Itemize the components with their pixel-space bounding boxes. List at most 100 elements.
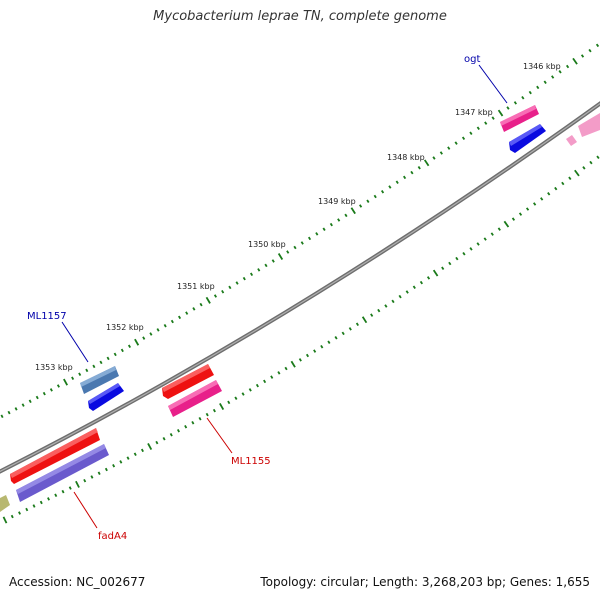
gene-ogt-reverse[interactable] xyxy=(509,124,546,153)
tick-mark xyxy=(547,192,551,196)
tick-mark xyxy=(518,212,523,216)
tick-mark xyxy=(198,416,202,421)
tick-mark xyxy=(92,364,96,369)
tick-label-1351: 1351 kbp xyxy=(177,282,215,291)
gene-label-ml1157[interactable]: ML1157 xyxy=(27,311,67,322)
tick-mark xyxy=(199,302,203,307)
tick-mark xyxy=(476,242,480,246)
inner-tick-ring xyxy=(2,155,600,524)
tick-mark xyxy=(490,232,494,236)
tick-mark xyxy=(191,421,195,425)
gene-ml1157-forward[interactable] xyxy=(80,366,119,394)
tick-mark xyxy=(249,272,254,277)
tick-mark xyxy=(28,399,32,404)
gene-ml1155-red[interactable] xyxy=(162,364,214,399)
tick-mark xyxy=(10,514,14,519)
tick-mark xyxy=(142,336,146,340)
tick-mark xyxy=(447,146,451,150)
tick-mark xyxy=(426,276,431,280)
gene-lightpink-right[interactable] xyxy=(566,113,600,146)
tick-mark xyxy=(580,54,585,58)
tick-mark xyxy=(551,75,555,79)
tick-mark xyxy=(497,227,501,231)
outer-tick-ring xyxy=(0,43,600,419)
tick-mark xyxy=(290,360,296,368)
tick-mark xyxy=(469,131,473,135)
tick-mark xyxy=(540,197,544,201)
tick-mark xyxy=(227,400,231,405)
tick-mark xyxy=(39,500,43,505)
tick-mark xyxy=(341,331,345,336)
tick-mark xyxy=(221,289,225,294)
tick-mark xyxy=(370,313,374,317)
tick-mark xyxy=(329,222,333,227)
tick-mark xyxy=(35,395,39,400)
tick-mark xyxy=(119,460,123,464)
tick-mark xyxy=(536,85,540,90)
tick-mark xyxy=(185,311,189,315)
tick-mark xyxy=(156,328,160,332)
tick-mark xyxy=(47,497,50,501)
gene-label-ml1155[interactable]: ML1155 xyxy=(231,456,271,467)
tick-mark xyxy=(377,308,381,313)
tick-mark xyxy=(263,379,267,384)
gene-ml1157-reverse[interactable] xyxy=(88,383,124,411)
gene-fada4-purple[interactable] xyxy=(16,444,109,502)
tick-mark xyxy=(412,285,416,290)
tick-mark xyxy=(313,349,317,353)
tick-mark xyxy=(205,412,209,417)
tick-mark xyxy=(284,366,288,371)
tick-mark xyxy=(388,185,392,189)
genome-backbone xyxy=(0,101,600,474)
gene-ml1155-pink[interactable] xyxy=(168,380,222,417)
tick-mark xyxy=(63,378,68,386)
tick-mark xyxy=(432,156,436,160)
gene-label-fada4[interactable]: fadA4 xyxy=(98,531,127,542)
genome-backbone-highlight xyxy=(0,102,600,473)
tick-mark xyxy=(574,169,580,177)
tick-mark xyxy=(120,348,124,353)
tick-mark xyxy=(307,236,312,241)
tick-mark xyxy=(155,440,159,445)
tick-label-1347: 1347 kbp xyxy=(455,108,493,117)
tick-mark xyxy=(126,456,130,460)
map-title: Mycobacterium leprae TN, complete genome xyxy=(153,9,447,24)
tick-mark xyxy=(373,194,377,199)
tick-mark xyxy=(184,425,188,429)
tick-mark xyxy=(350,207,356,215)
tick-mark xyxy=(558,70,562,74)
tick-mark xyxy=(533,202,537,206)
gene-olive-left[interactable] xyxy=(0,495,10,512)
ogt-leader xyxy=(478,64,508,104)
tick-mark xyxy=(419,280,424,285)
tick-mark xyxy=(366,199,370,204)
tick-mark xyxy=(417,165,421,170)
tick-mark xyxy=(469,247,473,251)
tick-mark xyxy=(395,180,399,184)
tick-mark xyxy=(205,296,211,304)
tick-mark xyxy=(320,344,324,349)
tick-mark xyxy=(513,101,518,105)
tick-mark xyxy=(293,245,297,250)
tick-mark xyxy=(25,507,29,512)
tick-mark xyxy=(170,319,174,324)
tick-mark xyxy=(448,261,452,266)
tick-mark xyxy=(104,467,108,472)
gene-ogt-forward[interactable] xyxy=(500,105,539,132)
tick-mark xyxy=(568,176,572,181)
tick-mark xyxy=(271,259,275,263)
tick-mark xyxy=(595,43,600,48)
tick-mark xyxy=(511,217,516,221)
tick-mark xyxy=(147,443,153,451)
tick-mark xyxy=(405,290,409,294)
tick-mark xyxy=(554,186,558,191)
tick-mark xyxy=(106,356,110,361)
gene-fada4-red[interactable] xyxy=(10,428,100,484)
tick-mark xyxy=(2,516,8,524)
tick-mark xyxy=(234,396,238,400)
tick-mark xyxy=(78,372,82,377)
tick-label-1346: 1346 kbp xyxy=(523,62,561,71)
tick-mark xyxy=(140,448,144,453)
gene-label-ogt[interactable]: ogt xyxy=(464,54,480,65)
